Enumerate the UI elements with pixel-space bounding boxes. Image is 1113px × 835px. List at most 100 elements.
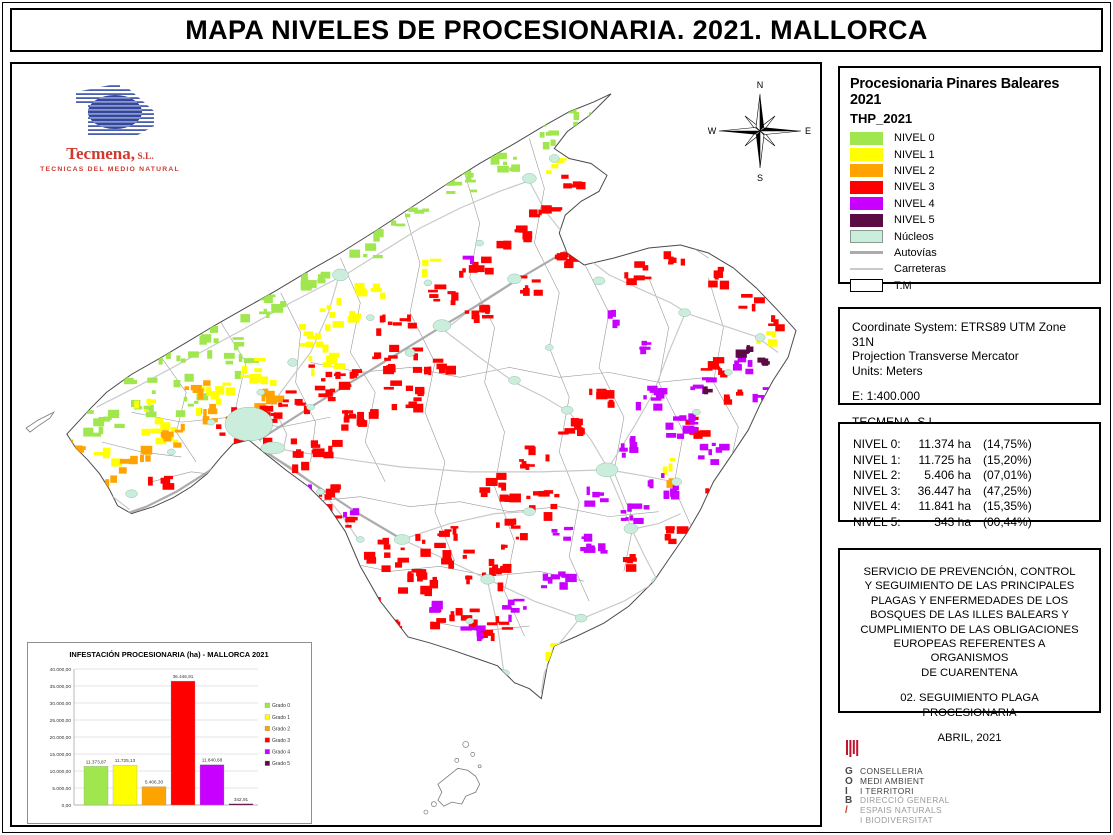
chart-legend-label: Grado 4 [272,750,290,756]
chart-ytick: 15.000,00 [50,752,72,758]
service-line: BOSQUES DE LAS ILLES BALEARS Y [870,609,1069,622]
bar-grado-2 [141,786,167,806]
stat-row: NIVEL 3: 36.447 ha (47,25%) [853,484,1086,500]
bar-value-label: 11.373,87 [86,759,107,764]
bar-grado-5 [228,803,254,806]
dragonera-island [25,411,56,433]
service-line: 02. SEGUIMIENTO PLAGA PROCESIONARIA [900,692,1039,719]
info-line: Coordinate System: ETRS89 UTM Zone 31N [852,320,1067,349]
goib-letter: / [845,805,848,817]
map-layers [69,106,797,699]
n-cleos-swatch [850,230,883,244]
legend-item: Autovías [850,245,1089,261]
goib-text: I TERRITORI [860,785,914,796]
mallorca-map [25,93,797,815]
legend-item-label: NIVEL 5 [894,214,935,227]
tecmena-logo: Tecmena, S.L. TECNICAS DEL MEDIO NATURAL [40,80,180,173]
info-line: E: 1:400.000 [852,389,921,403]
chart-ytick: 0,00 [62,803,72,809]
legend-item-label: T.M [894,279,912,292]
tecmena-name: Tecmena, S.L. [66,144,154,163]
goib-text: ESPAIS NATURALS [860,805,943,816]
nivel-3-swatch [850,180,883,194]
service-line: Y SEGUIMIENTO DE LAS PRINCIPALES [864,580,1075,593]
legend-title: Procesionaria Pinares Baleares 2021 [850,76,1060,108]
chart-ytick: 25.000,00 [50,718,72,724]
bar-value-label: 5.406,30 [145,780,164,785]
legend-items: NIVEL 0 NIVEL 1 NIVEL 2 NIVEL 3 NIVEL 4 NIVEL… [850,130,1089,294]
stat-label: NIVEL 4: [853,499,901,514]
service-line: CUMPLIMIENTO DE LAS OBLIGACIONES [860,623,1079,636]
goib-row: I BIODIVERSITAT [845,815,1055,826]
compass-e-label: E [805,126,811,136]
map-legend: Procesionaria Pinares Baleares 2021 THP_… [838,66,1101,293]
bar-value-label: 11.725,13 [115,758,136,763]
tecmena-logo-icon [76,83,155,136]
cabrera-islands [423,741,482,815]
compass-n-label: N [757,80,764,90]
nivel-5-swatch [850,213,883,227]
compass-rose-icon: N S W E [708,80,811,183]
stat-row: NIVEL 4: 11.841 ha (15,35%) [853,499,1086,515]
legend-item: Núcleos [850,228,1089,244]
stat-row: NIVEL 0: 11.374 ha (14,75%) [853,437,1086,453]
page-title-text: MAPA NIVELES DE PROCESIONARIA. 2021. MAL… [185,14,928,45]
t-m-swatch [850,279,883,293]
stat-label: NIVEL 5: [853,514,901,529]
service-line: EUROPEAS REFERENTES A ORGANISMOS [893,638,1046,665]
stat-value: 11.841 ha [918,499,972,514]
goib-text: DIRECCIÓ GENERAL [860,795,950,806]
chart-ytick: 40.000,00 [50,667,72,673]
compass-w-label: W [708,126,717,136]
infestation-chart: INFESTACIÓN PROCESIONARIA (ha) - MALLORC… [27,642,312,824]
bar-value-label: 36.446,91 [173,674,194,679]
goib-row: / ESPAIS NATURALS [845,805,1055,817]
nivel-0-swatch [850,131,883,145]
stat-row: NIVEL 5: 343 ha (00,44%) [853,515,1086,531]
compass-s-label: S [757,173,763,183]
service-line [854,680,1085,691]
stat-percent: (15,20%) [983,452,1032,467]
chart-legend-label: Grado 0 [272,703,290,709]
legend-item: NIVEL 2 [850,163,1089,179]
goib-letter: G [845,766,853,777]
legend-item: NIVEL 4 [850,196,1089,212]
legend-subtitle: THP_2021 [850,111,913,126]
stat-label: NIVEL 0: [853,437,901,451]
legend-item-label: NIVEL 1 [894,148,935,161]
goib-row: G CONSELLERIA [845,766,1055,777]
info-line [852,378,1087,389]
goib-row: I I TERRITORI [845,785,1055,797]
stat-row: NIVEL 2: 5.406 ha (07,01%) [853,468,1086,484]
bar-grado-0 [83,766,109,806]
stat-percent: (47,25%) [983,483,1032,498]
service-line: DE CUARENTENA [921,666,1018,679]
stat-label: NIVEL 3: [853,483,901,498]
service-line: ABRIL, 2021 [937,732,1002,745]
goib-flag-icon [846,740,859,757]
legend-item: NIVEL 3 [850,179,1089,195]
chart-legend-label: Grado 2 [272,726,290,732]
chart-legend-label: Grado 3 [272,738,290,744]
stat-label: NIVEL 1: [853,452,901,467]
chart-ytick: 20.000,00 [50,735,72,741]
stat-value: 343 ha [934,514,971,529]
goib-text: CONSELLERIA [860,766,924,776]
nivel-2-swatch [850,164,883,178]
stat-label: NIVEL 2: [853,468,901,483]
legend-item-label: Carreteras [894,263,946,276]
info-line: Projection Transverse Mercator [852,349,1019,363]
chart-ytick: 10.000,00 [50,769,72,775]
chart-legend-label: Grado 1 [272,715,290,721]
map-panel: Tecmena, S.L. TECNICAS DEL MEDIO NATURAL… [10,62,822,827]
legend-item-label: Núcleos [894,230,934,243]
stat-percent: (07,01%) [983,468,1032,483]
infestation-chart-svg: INFESTACIÓN PROCESIONARIA (ha) - MALLORC… [50,650,291,809]
autov-as-swatch [850,251,883,255]
legend-item-label: NIVEL 4 [894,197,935,210]
bar-grado-4 [199,764,225,806]
carreteras-swatch [850,268,883,271]
stat-value: 36.447 ha [917,483,971,498]
stat-value: 5.406 ha [924,468,971,483]
nucleos-layer [117,154,766,677]
